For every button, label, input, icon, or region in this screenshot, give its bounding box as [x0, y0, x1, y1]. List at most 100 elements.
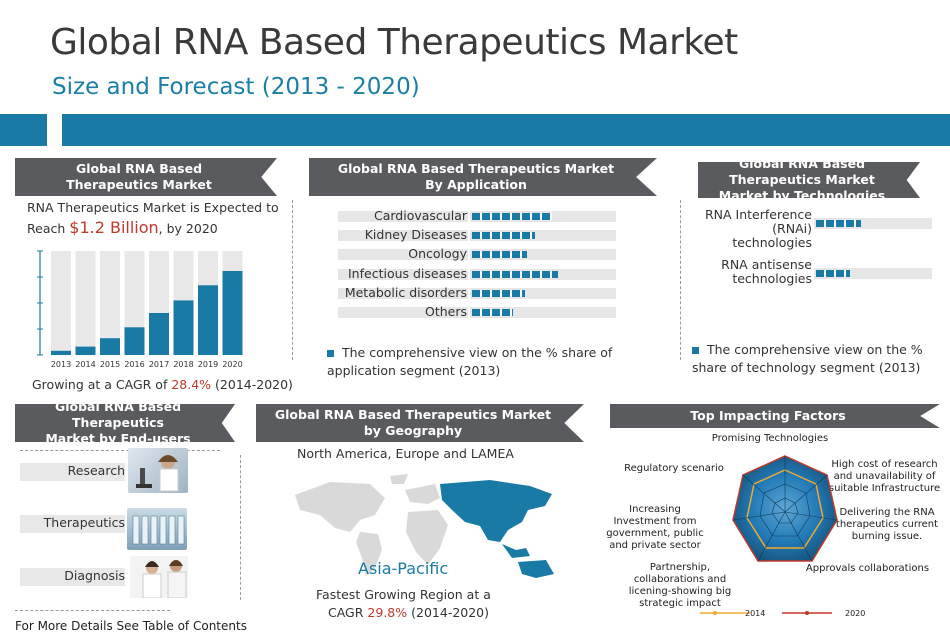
diagnosis-image	[130, 556, 188, 599]
end-user-row-bg	[20, 515, 125, 533]
legend-2020-line	[782, 611, 832, 615]
technology-legend-text: The comprehensive view on the % share of…	[692, 342, 923, 375]
technology-bars: RNA Interference (RNAi) technologies RNA a…	[690, 208, 935, 288]
row-label-bg	[338, 307, 468, 318]
x-tick-label: 2020	[222, 360, 242, 369]
divider	[20, 450, 220, 451]
factor-label-5: Increasing Investment from government, p…	[606, 504, 704, 551]
bar-2017	[149, 313, 169, 355]
header-band-left	[0, 114, 47, 146]
bar-track	[470, 230, 616, 242]
row-label-bg	[338, 287, 468, 299]
market-bar-chart: 2013 2014 2015 2016 2017 2018 2019 2020	[37, 250, 246, 369]
scientist-microscope-icon	[136, 455, 179, 492]
technology-label-line: technologies	[732, 271, 812, 286]
application-row: Infectious diseases	[338, 266, 616, 281]
application-bar	[472, 251, 528, 259]
reach-suffix: , by 2020	[158, 221, 218, 236]
geography-regions: North America, Europe and LAMEA	[297, 446, 514, 461]
footer-note: For More Details See Table of Contents	[15, 619, 247, 633]
legend-2014-line	[700, 611, 750, 615]
technology-header-text: Global RNA Based Therapeutics Market Mar…	[698, 156, 906, 198]
x-tick-label: 2013	[51, 360, 71, 369]
bar-track	[470, 249, 616, 261]
bar-2016	[124, 327, 145, 355]
factor-label-0: Promising Technologies	[711, 433, 829, 444]
reach-value: $1.2 Billion	[69, 218, 159, 237]
factors-header: Top Impacting Factors	[610, 404, 940, 428]
technology-label-line: (RNAi) technologies	[732, 221, 812, 250]
application-row: Cardiovascular	[338, 208, 616, 223]
application-header-line1: Global RNA Based Therapeutics Market	[337, 161, 615, 176]
bar-track	[814, 268, 932, 279]
therapeutics-image	[127, 508, 187, 550]
end-user-row-bg	[20, 568, 125, 586]
x-tick-label: 2016	[124, 360, 144, 369]
divider	[15, 610, 170, 611]
application-legend: The comprehensive view on the % share of…	[327, 344, 672, 380]
geography-header-line1: Global RNA Based Therapeutics Market	[274, 407, 552, 422]
factors-radar-chart	[732, 455, 838, 562]
reach-prefix: Reach	[27, 221, 66, 236]
geo-cagr-suffix: (2014-2020)	[411, 605, 490, 620]
technology-label: RNA antisense technologies	[690, 258, 812, 286]
highlight-region: Asia-Pacific	[358, 559, 449, 578]
application-label: Kidney Diseases	[364, 227, 467, 243]
factor-label-3: Approvals collaborations	[805, 563, 930, 574]
application-label: Infectious diseases	[348, 265, 467, 281]
application-row: Kidney Diseases	[338, 227, 616, 242]
technology-label: RNA Interference (RNAi) technologies	[690, 208, 812, 250]
geography-fastest: Fastest Growing Region at a	[316, 587, 491, 602]
legend-square-icon	[327, 350, 334, 357]
legend-2014-label: 2014	[745, 609, 766, 618]
technology-label-line: RNA antisense	[721, 257, 812, 272]
factor-label-4: Partnership, collaborations and licening…	[628, 562, 732, 609]
x-tick-label: 2015	[100, 360, 120, 369]
x-tick-label: 2014	[75, 360, 95, 369]
divider	[292, 200, 293, 360]
bar-2014	[75, 346, 96, 355]
vials-icon	[132, 515, 185, 545]
technology-header-line1: Global RNA Based Therapeutics Market	[729, 156, 875, 187]
factors-header-text: Top Impacting Factors	[690, 408, 846, 423]
bar-2018	[173, 300, 194, 355]
factor-label-2: Delivering the RNA therapeutics current …	[835, 507, 939, 542]
end-user-therapeutics: Therapeutics	[43, 515, 125, 530]
geography-cagr: CAGR 29.8% (2014-2020)	[328, 605, 489, 620]
cagr-prefix: Growing at a CAGR of	[32, 377, 168, 392]
end-user-research: Research	[67, 463, 125, 478]
application-label: Cardiovascular	[374, 208, 467, 223]
factor-label-1: High cost of research and unavailability…	[828, 459, 941, 494]
end-users-header-line2: Market by End-users	[45, 431, 191, 446]
bar-2015	[100, 338, 120, 355]
x-tick-label: 2018	[173, 360, 193, 369]
market-reach: Reach $1.2 Billion, by 2020	[27, 218, 218, 237]
end-user-row-bg	[20, 463, 125, 481]
geography-header: Global RNA Based Therapeutics Market by …	[256, 404, 584, 442]
application-header-line2: By Application	[425, 177, 527, 192]
application-bar	[472, 270, 559, 278]
bar-2020	[222, 271, 243, 355]
bar-background	[100, 251, 120, 355]
application-row: Others	[338, 304, 616, 319]
bar-background	[51, 251, 71, 355]
application-bar	[472, 289, 525, 297]
bar-2019	[198, 285, 218, 355]
geo-cagr-value: 29.8%	[367, 605, 408, 620]
application-row: Metabolic disorders	[338, 285, 616, 300]
row-label-bg	[338, 268, 468, 280]
cagr-suffix: (2014-2020)	[215, 377, 293, 392]
end-users-header: Global RNA Based Therapeutics Market by …	[15, 404, 235, 442]
application-bars: Cardiovascular Kidney Diseases Oncology Inf…	[338, 208, 618, 328]
application-label: Metabolic disorders	[344, 284, 467, 300]
bar-background	[75, 251, 96, 355]
legend-2020-label: 2020	[845, 609, 866, 618]
end-user-diagnosis: Diagnosis	[64, 568, 125, 583]
bar-track	[470, 307, 616, 318]
technology-legend: The comprehensive view on the % share of…	[692, 341, 942, 377]
asia-pacific-region	[440, 480, 554, 578]
market-cagr: Growing at a CAGR of 28.4% (2014-2020)	[32, 377, 293, 392]
bar-track	[814, 218, 932, 229]
application-legend-text: The comprehensive view on the % share of…	[327, 345, 613, 378]
research-image	[128, 448, 188, 493]
